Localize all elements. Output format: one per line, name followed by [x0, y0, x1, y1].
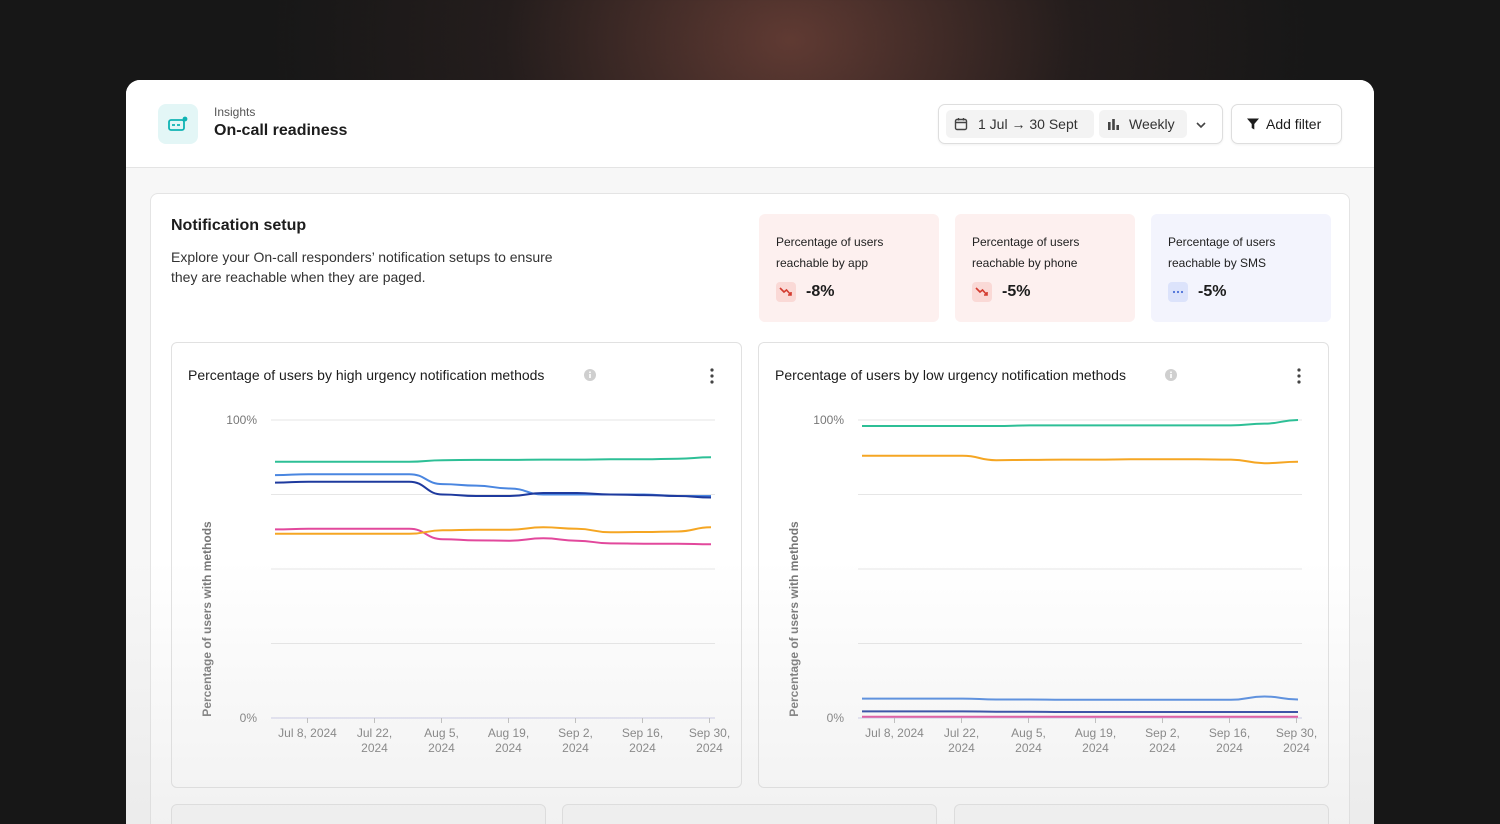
- x-tick-label: 2024: [696, 741, 723, 755]
- series-line-3[interactable]: [862, 710, 1298, 713]
- x-tick-label: Sep 2,: [558, 726, 593, 740]
- chart-title: Percentage of users by high urgency noti…: [188, 367, 545, 383]
- series-line-2[interactable]: [274, 480, 712, 499]
- x-tick-label: 2024: [1283, 741, 1310, 755]
- x-tick-label: Aug 19,: [1075, 726, 1116, 740]
- chart-title: Percentage of users by low urgency notif…: [775, 367, 1126, 383]
- x-tick-label: 2024: [1082, 741, 1109, 755]
- x-tick-label: Aug 5,: [1011, 726, 1046, 740]
- y-tick-label: 100%: [813, 413, 844, 427]
- series-line-1[interactable]: [274, 473, 711, 497]
- x-tick-label: Sep 16,: [622, 726, 663, 740]
- add-filter-button[interactable]: Add filter: [1231, 104, 1342, 144]
- series-line-0[interactable]: [862, 419, 1299, 427]
- x-tick-label: 2024: [361, 741, 388, 755]
- filter-icon: [1247, 118, 1259, 130]
- stat-label: Percentage of users: [776, 235, 884, 249]
- stat-value: -8%: [806, 283, 835, 300]
- x-tick-label: Sep 16,: [1209, 726, 1250, 740]
- trend-down-icon: [972, 282, 992, 302]
- stat-label: reachable by SMS: [1168, 256, 1267, 270]
- section-title: Notification setup: [171, 217, 307, 234]
- series-line-3[interactable]: [274, 527, 712, 546]
- x-tick-label: Jul 22,: [944, 726, 979, 740]
- stat-card-phone[interactable]: Percentage of users reachable by phone -…: [955, 214, 1135, 322]
- x-tick-label: Jul 8, 2024: [865, 726, 924, 740]
- x-tick-label: Aug 19,: [488, 726, 529, 740]
- chart-card-collapsed: [954, 804, 1329, 824]
- chart-card-high-urgency: Percentage of users by high urgency noti…: [171, 342, 742, 788]
- x-tick-label: 2024: [1149, 741, 1176, 755]
- section-description: Explore your On-call responders’ notific…: [171, 249, 553, 285]
- info-icon[interactable]: [1165, 369, 1177, 381]
- chart-card-low-urgency: Percentage of users by low urgency notif…: [758, 342, 1329, 788]
- trend-down-icon: [776, 282, 796, 302]
- chevron-down-icon[interactable]: [1193, 117, 1209, 133]
- calendar-icon: [954, 118, 968, 131]
- stat-label: Percentage of users: [1168, 235, 1276, 249]
- x-tick-label: 2024: [948, 741, 975, 755]
- stat-label: Percentage of users: [972, 235, 1080, 249]
- top-bar: Insights On-call readiness 1 Jul → 30 Se…: [126, 80, 1374, 168]
- x-tick-label: 2024: [1216, 741, 1243, 755]
- granularity-label: Weekly: [1129, 116, 1175, 132]
- y-tick-label: 0%: [827, 711, 845, 725]
- stat-label: reachable by phone: [972, 256, 1078, 270]
- info-icon[interactable]: [584, 369, 596, 381]
- insights-app-icon: [158, 104, 198, 144]
- page-title: On-call readiness: [214, 122, 348, 139]
- x-tick-label: Jul 8, 2024: [278, 726, 337, 740]
- x-tick-label: 2024: [562, 741, 589, 755]
- kebab-menu-icon[interactable]: [709, 367, 715, 385]
- stat-label: reachable by app: [776, 256, 869, 270]
- stat-value: -5%: [1198, 283, 1227, 300]
- date-range-label: 1 Jul → 30 Sept: [978, 116, 1078, 132]
- line-chart-low-urgency: 100% 0% Percentage of users with methods Ju…: [787, 413, 1317, 755]
- series-line-1[interactable]: [861, 454, 1299, 465]
- x-tick-label: 2024: [1015, 741, 1042, 755]
- stat-card-app[interactable]: Percentage of users reachable by app -8%: [759, 214, 939, 322]
- stat-value: -5%: [1002, 283, 1031, 300]
- date-range-picker[interactable]: 1 Jul → 30 Sept: [946, 110, 1094, 138]
- stat-card-sms[interactable]: Percentage of users reachable by SMS -5%: [1151, 214, 1331, 322]
- date-controls: 1 Jul → 30 Sept Weekly: [938, 104, 1223, 144]
- breadcrumb[interactable]: Insights: [214, 105, 256, 119]
- series-line-4[interactable]: [275, 526, 712, 535]
- chart-card-collapsed: [171, 804, 546, 824]
- granularity-select[interactable]: Weekly: [1099, 110, 1187, 138]
- y-axis-title: Percentage of users with methods: [200, 521, 214, 717]
- ellipsis-icon: [1168, 282, 1188, 302]
- x-tick-label: 2024: [629, 741, 656, 755]
- add-filter-label: Add filter: [1266, 116, 1322, 132]
- series-line-2[interactable]: [862, 695, 1299, 701]
- notification-setup-section: Notification setup Explore your On-call …: [150, 193, 1350, 824]
- x-tick-label: Jul 22,: [357, 726, 392, 740]
- chart-card-collapsed: [562, 804, 937, 824]
- y-axis-title: Percentage of users with methods: [787, 521, 801, 717]
- y-tick-label: 0%: [240, 711, 258, 725]
- x-tick-label: Sep 30,: [1276, 726, 1317, 740]
- series-line-0[interactable]: [274, 456, 712, 463]
- x-tick-label: Sep 30,: [689, 726, 730, 740]
- x-tick-label: 2024: [428, 741, 455, 755]
- x-tick-label: Sep 2,: [1145, 726, 1180, 740]
- bar-chart-icon: [1108, 118, 1119, 130]
- y-tick-label: 100%: [226, 413, 257, 427]
- kebab-menu-icon[interactable]: [1296, 367, 1302, 385]
- x-tick-label: 2024: [495, 741, 522, 755]
- x-tick-label: Aug 5,: [424, 726, 459, 740]
- line-chart-high-urgency: 100% 0% Percentage of users with methods Ju…: [200, 413, 730, 755]
- insights-window: Insights On-call readiness 1 Jul → 30 Se…: [126, 80, 1374, 824]
